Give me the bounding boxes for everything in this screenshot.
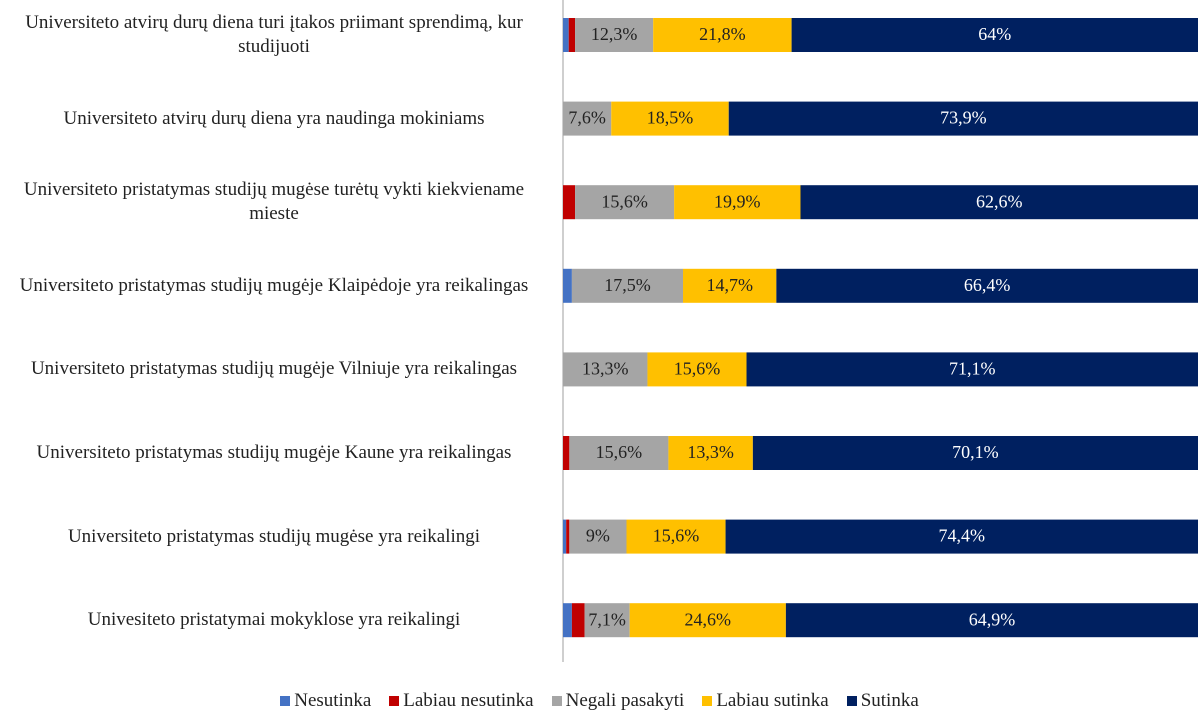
legend-label: Labiau nesutinka <box>403 690 534 711</box>
data-label: 21,8% <box>699 24 746 44</box>
data-label: 64% <box>978 24 1011 44</box>
data-label: 13,3% <box>687 442 734 462</box>
data-label: 7,1% <box>588 609 626 629</box>
data-label: 62,6% <box>976 191 1023 211</box>
bar-segment <box>563 18 569 52</box>
legend-swatch <box>389 696 400 706</box>
bar-segment <box>629 603 786 638</box>
data-label: 73,9% <box>940 108 987 128</box>
data-label: 15,6% <box>653 526 700 546</box>
bar-segment <box>575 18 654 52</box>
data-label: 12,3% <box>591 24 638 44</box>
legend-swatch <box>280 696 291 706</box>
data-label: 66,4% <box>964 275 1011 295</box>
bar-segment <box>584 603 630 638</box>
legend: Nesutinka Labiau nesutinka Negali pasakyti… <box>0 690 1199 712</box>
legend-item: Negali pasakyti <box>551 690 685 712</box>
data-label: 15,6% <box>601 191 648 211</box>
data-label: 14,7% <box>706 275 753 295</box>
legend-label: Labiau sutinka <box>716 690 829 711</box>
bar-segment <box>791 18 1198 52</box>
data-label: 7,6% <box>568 108 606 128</box>
category-label: Universiteto pristatymas studijų mugėje … <box>19 274 529 296</box>
bar-segment <box>569 436 669 470</box>
legend-swatch <box>846 696 857 706</box>
data-label: 15,6% <box>674 359 721 379</box>
category-label: Universiteto pristatymas studijų mugėje … <box>36 442 512 463</box>
bar-segment <box>563 519 567 554</box>
legend-item: Nesutinka <box>280 690 371 712</box>
category-label: Universiteto atvirų durų diena turi įtak… <box>25 12 523 57</box>
bar-segment <box>683 268 777 303</box>
data-label: 24,6% <box>685 609 732 629</box>
data-label: 64,9% <box>969 609 1016 629</box>
legend-label: Sutinka <box>860 690 919 711</box>
bar-segment <box>563 101 612 136</box>
bar-segment <box>746 352 1198 387</box>
legend-label: Nesutinka <box>294 690 372 711</box>
bar-segment <box>752 436 1198 470</box>
bar-segment <box>563 268 572 303</box>
bar-segment <box>563 185 576 220</box>
bar-segment <box>785 603 1198 638</box>
bar-segment <box>626 519 726 554</box>
data-label: 18,5% <box>647 108 694 128</box>
legend-swatch <box>702 696 713 706</box>
bar-segment <box>563 352 648 387</box>
bar-segment <box>611 101 729 136</box>
legend-swatch <box>551 696 562 706</box>
legend-item: Labiau sutinka <box>702 690 829 712</box>
data-label: 9% <box>586 526 610 546</box>
legend-item: Sutinka <box>846 690 919 712</box>
category-label: Universiteto atvirų durų diena yra naudi… <box>63 107 485 129</box>
data-label: 19,9% <box>714 191 761 211</box>
bar-segment <box>674 185 801 220</box>
bar-segment <box>566 519 570 554</box>
bar-segment <box>725 519 1198 554</box>
bar-segment <box>728 101 1198 136</box>
data-label: 70,1% <box>952 442 999 462</box>
bar-segment <box>668 436 753 470</box>
bar-segment <box>647 352 747 387</box>
data-label: 13,3% <box>582 359 629 379</box>
legend-item: Labiau nesutinka <box>389 690 534 712</box>
category-label: Universiteto pristatymas studijų mugėse … <box>67 525 481 547</box>
data-label: 17,5% <box>604 275 651 295</box>
bar-segment <box>776 268 1198 303</box>
legend-label: Negali pasakyti <box>565 690 685 711</box>
bar-segment <box>563 436 570 470</box>
plot: 12,3% 21,8% 64% 7,6% 18,5% 73,9% 15,6% 19,9% 62,… <box>562 0 1198 662</box>
data-label: 15,6% <box>596 442 643 462</box>
category-label: Universiteto pristatymas studijų mugėse … <box>23 179 525 225</box>
bar-segment <box>568 18 576 52</box>
bar-segment <box>563 603 572 638</box>
category-label: Universiteto pristatymas studijų mugėje … <box>30 358 518 380</box>
bar-segment <box>571 603 585 638</box>
bar-segment <box>800 185 1198 220</box>
bar-segment <box>575 185 675 220</box>
data-label: 74,4% <box>939 526 986 546</box>
data-label: 71,1% <box>949 359 996 379</box>
bar-segment <box>569 519 627 554</box>
bar-segment <box>571 268 684 303</box>
category-label: Univesiteto pristatymai mokyklose yra re… <box>87 609 461 631</box>
bar-segment <box>653 18 792 52</box>
